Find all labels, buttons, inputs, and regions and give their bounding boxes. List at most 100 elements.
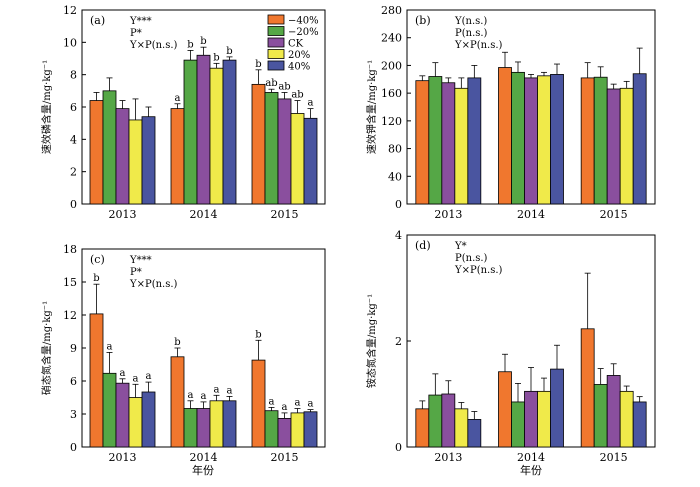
significance-letter: a bbox=[269, 396, 275, 407]
x-tick-label: 2014 bbox=[190, 451, 218, 464]
bar bbox=[415, 408, 430, 448]
bar bbox=[524, 77, 538, 205]
bar bbox=[264, 92, 279, 205]
stat-annotation: P* bbox=[130, 28, 142, 39]
stat-annotation: Y×P(n.s.) bbox=[454, 40, 503, 51]
bar bbox=[115, 382, 130, 448]
stat-annotation: Y* bbox=[454, 241, 467, 252]
y-tick-label: 120 bbox=[381, 115, 402, 128]
significance-letter: b bbox=[187, 39, 193, 50]
y-tick-label: 240 bbox=[381, 32, 402, 45]
y-tick-label: 80 bbox=[388, 143, 402, 156]
bar bbox=[619, 390, 634, 448]
legend-label: −40% bbox=[288, 16, 319, 27]
bar bbox=[580, 328, 595, 448]
bar bbox=[251, 83, 266, 205]
bar bbox=[141, 116, 156, 205]
bar bbox=[441, 82, 456, 205]
y-tick-label: 12 bbox=[63, 309, 77, 322]
significance-letter: a bbox=[295, 398, 301, 409]
legend-swatch bbox=[267, 60, 285, 71]
bar bbox=[115, 108, 130, 205]
x-axis-label-left: 年份 bbox=[192, 463, 214, 477]
bar bbox=[290, 412, 305, 448]
significance-letter: b bbox=[226, 46, 232, 57]
panel-3: 0 2 4 铵态氮含量/mg·kg⁻¹ (d) Y*P(n.s.)Y×P(n.s.) 201… bbox=[365, 229, 656, 464]
bar bbox=[524, 390, 538, 448]
bar bbox=[606, 88, 621, 205]
significance-letter: ab bbox=[278, 81, 290, 92]
significance-letter: a bbox=[282, 402, 288, 413]
y-tick-label: 40 bbox=[388, 170, 402, 183]
bar bbox=[196, 54, 211, 205]
significance-letter: a bbox=[214, 384, 220, 395]
bar bbox=[89, 100, 104, 205]
bar bbox=[511, 71, 525, 205]
stat-annotation: Y*** bbox=[129, 255, 152, 266]
significance-letter: b bbox=[255, 329, 261, 340]
y-tick-label: 280 bbox=[381, 4, 402, 17]
x-axis-label-right: 年份 bbox=[520, 463, 542, 477]
panel-0: 0 2 4 6 8 10 12 速效磷含量/mg·kg⁻¹ (a) Y***P*Y×P(n.s.)… bbox=[40, 4, 326, 221]
bar bbox=[290, 113, 305, 205]
y-tick-label: 0 bbox=[70, 198, 77, 211]
significance-letter: a bbox=[120, 368, 126, 379]
bar bbox=[128, 119, 143, 205]
significance-letter: b bbox=[93, 273, 99, 284]
significance-letter: a bbox=[107, 341, 113, 352]
significance-letter: a bbox=[308, 399, 314, 410]
significance-letter: b bbox=[200, 36, 206, 47]
bar bbox=[415, 80, 430, 205]
bar bbox=[277, 98, 292, 205]
y-tick-label: 6 bbox=[70, 375, 77, 388]
bar bbox=[102, 372, 117, 448]
stat-annotation: Y×P(n.s.) bbox=[129, 279, 178, 290]
legend-swatch bbox=[267, 49, 285, 59]
stat-annotation: P(n.s.) bbox=[455, 28, 488, 39]
bar bbox=[606, 375, 621, 448]
bar bbox=[209, 400, 224, 448]
significance-letter: a bbox=[175, 93, 181, 104]
bar bbox=[537, 75, 551, 205]
significance-letter: ab bbox=[291, 90, 303, 101]
bar bbox=[183, 408, 198, 448]
significance-letter: b bbox=[213, 52, 219, 63]
significance-letter: b bbox=[174, 337, 180, 348]
x-tick-label: 2015 bbox=[600, 208, 628, 221]
y-tick-label: 2 bbox=[70, 166, 77, 179]
bar bbox=[511, 401, 525, 448]
y-axis-label: 速效磷含量/mg·kg⁻¹ bbox=[40, 60, 53, 154]
bar bbox=[170, 108, 185, 205]
legend-label: 20% bbox=[288, 50, 310, 61]
significance-letter: ab bbox=[265, 78, 277, 89]
bar bbox=[593, 76, 608, 205]
bar bbox=[593, 384, 608, 448]
bar bbox=[619, 87, 634, 205]
panel-label: (c) bbox=[90, 253, 105, 266]
bar bbox=[441, 393, 456, 448]
bar bbox=[467, 419, 482, 448]
legend-label: CK bbox=[288, 39, 304, 50]
bar bbox=[428, 394, 443, 448]
bar bbox=[303, 411, 318, 448]
y-tick-label: 2 bbox=[395, 335, 402, 348]
y-tick-label: 15 bbox=[63, 276, 77, 289]
bar bbox=[102, 90, 117, 205]
legend-swatch bbox=[267, 14, 285, 25]
bar bbox=[222, 400, 237, 448]
x-tick-label: 2013 bbox=[434, 208, 462, 221]
y-tick-label: 0 bbox=[395, 198, 402, 211]
significance-letter: a bbox=[133, 373, 139, 384]
bar bbox=[498, 67, 512, 205]
bar bbox=[196, 408, 211, 448]
y-tick-label: 160 bbox=[381, 87, 402, 100]
y-axis-label: 硝态氮含量/mg·kg⁻¹ bbox=[40, 301, 53, 395]
panel-2: 0 3 6 9 12 15 18 硝态氮含量/mg·kg⁻¹ (c) Y***P*Y×P(n.s.… bbox=[40, 243, 326, 464]
stat-annotation: Y×P(n.s.) bbox=[129, 40, 178, 51]
x-tick-label: 2015 bbox=[271, 208, 299, 221]
legend-label: 40% bbox=[288, 62, 310, 73]
bar bbox=[550, 74, 564, 205]
significance-letter: a bbox=[201, 391, 207, 402]
